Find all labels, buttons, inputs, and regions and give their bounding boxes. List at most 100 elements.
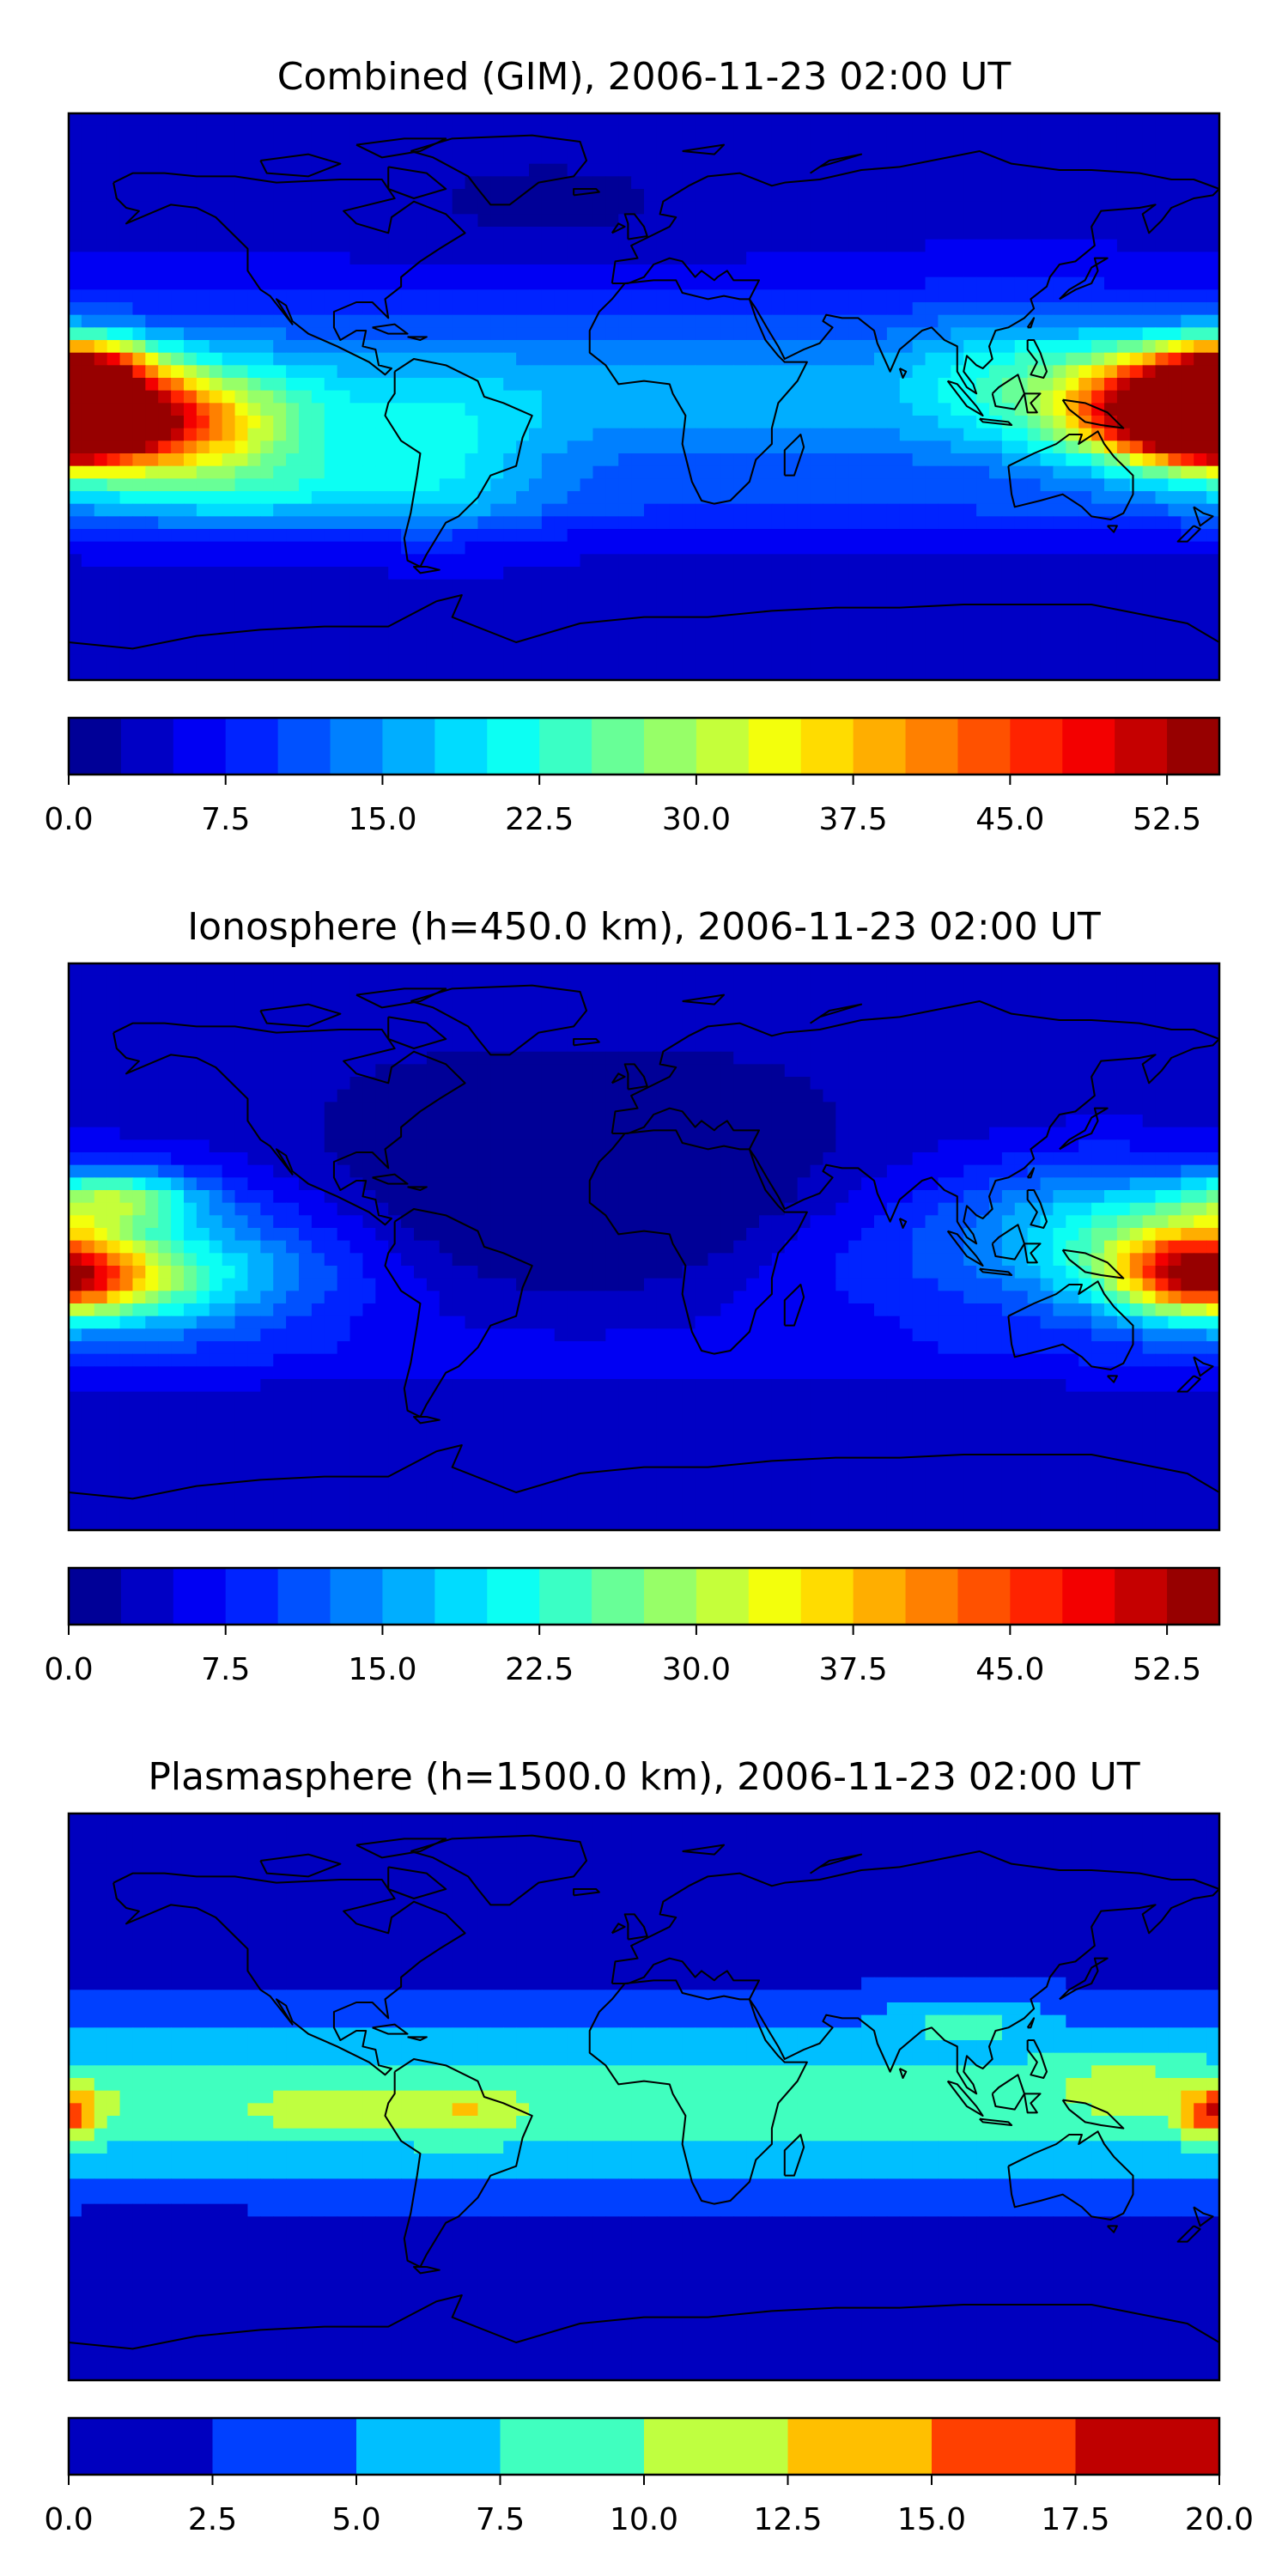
- heatmap-cell: [1206, 491, 1220, 505]
- heatmap-cell: [171, 352, 185, 366]
- heatmap-cell: [1142, 314, 1157, 328]
- heatmap-cell: [490, 416, 504, 429]
- heatmap-cell: [260, 642, 274, 656]
- heatmap-cell: [426, 252, 440, 265]
- map-panel: [67, 112, 1221, 682]
- heatmap-cell: [158, 963, 172, 977]
- heatmap-cell: [631, 478, 645, 492]
- heatmap-cell: [196, 378, 210, 392]
- heatmap-cell: [1027, 516, 1042, 530]
- heatmap-cell: [720, 503, 734, 517]
- heatmap-cell: [439, 503, 453, 517]
- heatmap-cell: [414, 252, 428, 265]
- heatmap-cell: [912, 214, 927, 228]
- heatmap-cell: [247, 516, 261, 530]
- heatmap-cell: [349, 617, 364, 630]
- heatmap-cell: [771, 465, 786, 479]
- heatmap-cell: [439, 264, 453, 278]
- heatmap-cell: [592, 654, 606, 668]
- heatmap-cell: [286, 541, 300, 555]
- heatmap-cell: [823, 1039, 836, 1053]
- heatmap-cell: [1168, 378, 1182, 392]
- heatmap-cell: [746, 239, 760, 252]
- heatmap-cell: [1040, 378, 1054, 392]
- heatmap-cell: [1116, 1039, 1131, 1053]
- heatmap-cell: [234, 302, 249, 316]
- heatmap-cell: [592, 516, 606, 530]
- heatmap-cell: [682, 1077, 696, 1091]
- heatmap-cell: [349, 605, 364, 618]
- heatmap-cell: [708, 1026, 721, 1040]
- heatmap-cell: [209, 314, 223, 328]
- heatmap-cell: [273, 189, 287, 203]
- heatmap-cell: [349, 390, 364, 404]
- heatmap-cell: [1194, 963, 1207, 977]
- heatmap-cell: [69, 491, 82, 505]
- heatmap-cell: [1142, 478, 1157, 492]
- heatmap-cell: [311, 605, 325, 618]
- heatmap-cell: [708, 1064, 721, 1078]
- heatmap-cell: [184, 1051, 197, 1065]
- heatmap-cell: [452, 1064, 466, 1078]
- heatmap-cell: [401, 252, 415, 265]
- heatmap-cell: [810, 214, 824, 228]
- heatmap-cell: [477, 1064, 491, 1078]
- heatmap-cell: [439, 478, 453, 492]
- heatmap-cell: [260, 176, 274, 190]
- heatmap-cell: [874, 1013, 888, 1027]
- heatmap-cell: [1142, 125, 1157, 139]
- heatmap-cell: [171, 176, 185, 190]
- heatmap-cell: [503, 567, 517, 580]
- heatmap-cell: [209, 1077, 223, 1091]
- heatmap-cell: [618, 352, 632, 366]
- heatmap-cell: [69, 1089, 82, 1103]
- heatmap-cell: [1116, 125, 1131, 139]
- heatmap-cell: [976, 654, 990, 668]
- heatmap-cell: [951, 478, 964, 492]
- heatmap-cell: [938, 138, 951, 152]
- heatmap-cell: [848, 440, 862, 454]
- heatmap-cell: [848, 654, 862, 668]
- heatmap-cell: [989, 642, 1003, 656]
- heatmap-cell: [951, 189, 964, 203]
- heatmap-cell: [158, 654, 172, 668]
- heatmap-cell: [656, 567, 671, 580]
- heatmap-cell: [362, 963, 376, 977]
- heatmap-cell: [171, 667, 185, 681]
- heatmap-cell: [465, 138, 479, 152]
- heatmap-cell: [1168, 176, 1182, 190]
- heatmap-cell: [106, 227, 121, 240]
- heatmap-cell: [260, 567, 274, 580]
- heatmap-cell: [260, 592, 274, 605]
- heatmap-cell: [1091, 617, 1105, 630]
- heatmap-cell: [951, 1026, 964, 1040]
- heatmap-cell: [1181, 1077, 1194, 1091]
- heatmap-cell: [541, 667, 556, 681]
- heatmap-cell: [414, 654, 428, 668]
- heatmap-cell: [119, 239, 134, 252]
- heatmap-cell: [106, 340, 121, 354]
- heatmap-cell: [1001, 667, 1016, 681]
- heatmap-cell: [529, 314, 543, 328]
- heatmap-cell: [1014, 567, 1029, 580]
- heatmap-cell: [797, 416, 811, 429]
- heatmap-cell: [1181, 289, 1194, 303]
- heatmap-cell: [516, 1026, 530, 1040]
- heatmap-cell: [414, 227, 428, 240]
- heatmap-cell: [1078, 667, 1092, 681]
- heatmap-cell: [835, 113, 849, 127]
- heatmap-cell: [465, 453, 479, 467]
- heatmap-cell: [580, 365, 594, 379]
- heatmap-cell: [861, 365, 875, 379]
- heatmap-cell: [541, 352, 556, 366]
- heatmap-cell: [132, 163, 146, 177]
- heatmap-cell: [1168, 529, 1182, 543]
- heatmap-cell: [337, 567, 351, 580]
- heatmap-cell: [951, 491, 964, 505]
- heatmap-cell: [158, 605, 172, 618]
- heatmap-cell: [1129, 227, 1144, 240]
- heatmap-cell: [1053, 151, 1066, 165]
- heatmap-cell: [541, 113, 556, 127]
- heatmap-cell: [490, 516, 504, 530]
- heatmap-cell: [989, 529, 1003, 543]
